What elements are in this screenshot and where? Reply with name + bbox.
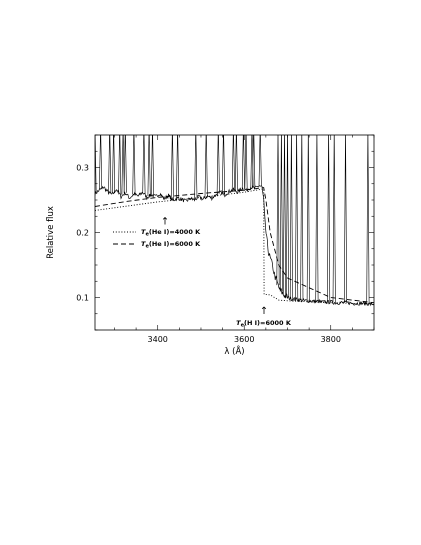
x-tick-label: 3800 — [321, 335, 341, 344]
legend-label: Te(He I)=4000 K — [141, 228, 201, 238]
emission-line-spike — [258, 135, 262, 187]
x-axis-label: λ (Å) — [224, 345, 244, 357]
emission-line-spike — [123, 135, 127, 193]
emission-line-spike — [194, 135, 198, 200]
emission-line-spike — [344, 135, 347, 303]
legend-label-rest: (He I)=4000 K — [149, 228, 201, 236]
emission-line-spike — [95, 135, 97, 194]
annotation-label-rest: (H I)=6000 K — [244, 319, 292, 327]
legend-label: Te(He I)=6000 K — [141, 240, 201, 250]
y-axis-label: Relative flux — [46, 206, 56, 259]
emission-line-spike — [283, 135, 286, 296]
emission-line-spike — [332, 135, 336, 303]
legend-label-symbol: T — [141, 240, 146, 248]
emission-line-spike — [315, 135, 319, 302]
plot-frame: 3400 3600 3800 0.1 0.2 0.3 — [76, 134, 375, 344]
legend-label-symbol: T — [141, 228, 146, 236]
emission-line-spike — [151, 135, 154, 196]
emission-line-spike — [244, 135, 248, 191]
observed-spectrum-line — [95, 185, 374, 307]
emission-line-spike — [286, 135, 289, 298]
series-lines — [95, 135, 374, 307]
emission-line-spike — [142, 135, 146, 194]
emission-line-spike — [241, 135, 245, 189]
x-tick-label: 3600 — [234, 335, 254, 344]
emission-line-spike — [121, 135, 125, 195]
model-6000k-line — [95, 187, 374, 304]
emission-line-spike — [327, 135, 331, 303]
annotation-label-symbol: T — [236, 319, 241, 327]
annotations: ↑ ↑ Te(H I)=6000 K — [161, 217, 292, 329]
emission-line-spike — [204, 135, 208, 198]
model-4000k-line — [95, 188, 374, 305]
emission-line-spike — [99, 135, 103, 190]
emission-line-spike — [366, 135, 370, 304]
emission-line-spike — [276, 135, 280, 286]
y-tick-label: 0.1 — [76, 294, 89, 303]
x-tick-label: 3400 — [148, 335, 168, 344]
emission-line-spike — [108, 135, 112, 194]
annotation-arrow: ↑ — [161, 217, 169, 228]
emission-line-spike — [306, 135, 310, 301]
y-tick-label: 0.2 — [76, 229, 89, 238]
emission-line-spike — [147, 135, 151, 197]
emission-line-spike — [295, 135, 299, 300]
emission-line-spike — [231, 135, 235, 190]
y-tick-label: 0.3 — [76, 164, 89, 173]
emission-line-spike — [170, 135, 174, 201]
emission-line-spike — [118, 135, 122, 195]
emission-line-spike — [222, 135, 225, 195]
annotation-label: Te(H I)=6000 K — [236, 319, 292, 329]
emission-line-spike — [132, 135, 136, 195]
legend-label-subscript: e — [145, 232, 149, 238]
annotation-label-subscript: e — [241, 322, 245, 328]
emission-line-spike — [300, 135, 304, 301]
legend-label-rest: (He I)=6000 K — [149, 240, 201, 248]
emission-line-spike — [279, 135, 283, 292]
emission-line-spike — [289, 135, 293, 299]
emission-line-spike — [216, 135, 220, 194]
annotation-arrow: ↑ — [260, 306, 268, 317]
legend-label-subscript: e — [145, 244, 149, 250]
emission-line-spike — [176, 135, 180, 199]
emission-line-spike — [252, 135, 256, 188]
emission-line-spike — [234, 135, 238, 192]
legend: Te(He I)=4000 KTe(He I)=6000 K — [113, 228, 201, 250]
emission-line-spike — [112, 135, 116, 194]
